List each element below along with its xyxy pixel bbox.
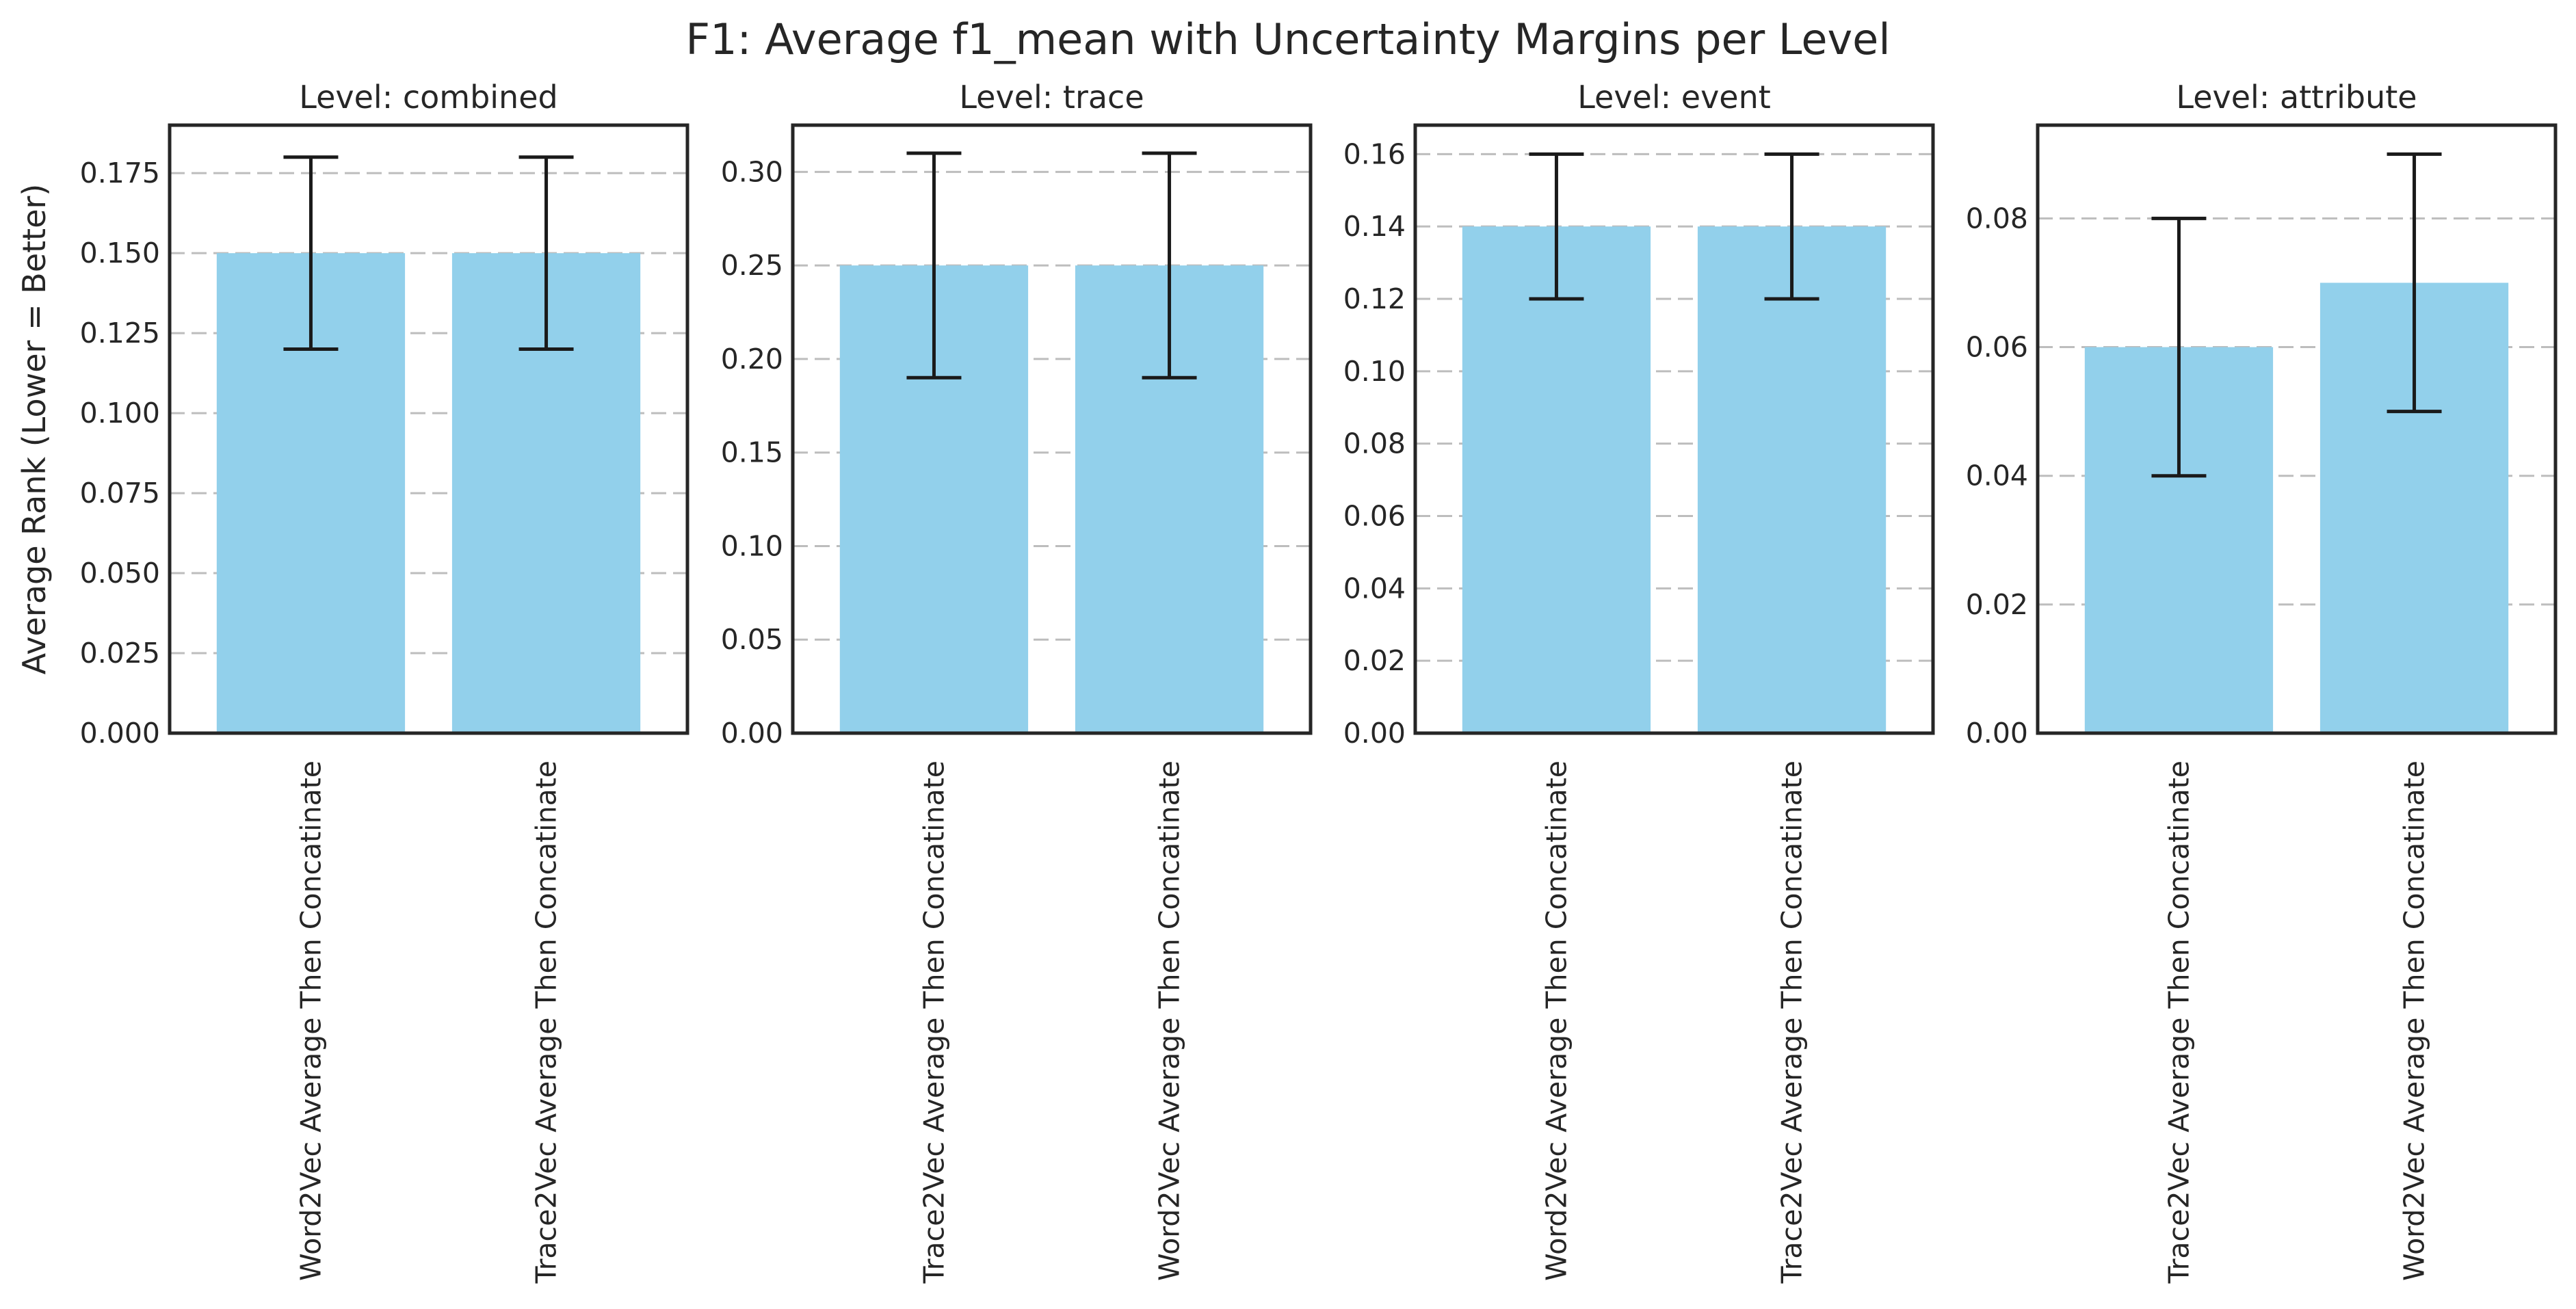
y-tick-label: 0.075 <box>80 477 160 510</box>
y-tick-label: 0.000 <box>80 717 160 750</box>
y-tick-label: 0.00 <box>721 717 783 750</box>
y-tick-label: 0.06 <box>1966 331 2028 364</box>
y-tick-label: 0.150 <box>80 237 160 269</box>
bar <box>1462 226 1651 734</box>
x-tick-label: Word2Vec Average Then Concatinate <box>294 761 327 1281</box>
y-tick-label: 0.050 <box>80 557 160 590</box>
y-tick-label: 0.10 <box>1343 355 1406 388</box>
y-tick-label: 0.04 <box>1966 460 2028 492</box>
y-tick-label: 0.20 <box>721 343 783 375</box>
y-tick-label: 0.100 <box>80 397 160 429</box>
y-tick-label: 0.00 <box>1343 717 1406 750</box>
y-tick-label: 0.05 <box>721 623 783 656</box>
chart-panel-2: Trace2Vec Average Then Concatinate Word2V… <box>721 79 1313 1284</box>
y-tick-label: 0.125 <box>80 317 160 349</box>
y-tick-label: 0.25 <box>721 249 783 282</box>
panel-title: Level: event <box>1577 79 1771 116</box>
x-tick-label: Word2Vec Average Then Concatinate <box>1153 761 1186 1281</box>
y-tick-label: 0.175 <box>80 157 160 189</box>
y-tick-label: 0.02 <box>1966 588 2028 621</box>
y-tick-label: 0.08 <box>1343 427 1406 460</box>
y-tick-label: 0.30 <box>721 155 783 188</box>
chart-panel-4: Trace2Vec Average Then Concatinate Word2V… <box>1966 79 2558 1284</box>
x-tick-label: Trace2Vec Average Then Concatinate <box>530 761 563 1284</box>
x-tick-label: Trace2Vec Average Then Concatinate <box>2162 761 2195 1284</box>
x-tick-label: Word2Vec Average Then Concatinate <box>2398 761 2431 1281</box>
figure-title: F1: Average f1_mean with Uncertainty Mar… <box>685 14 1891 64</box>
y-tick-label: 0.06 <box>1343 500 1406 533</box>
axes-frame <box>1413 123 1935 735</box>
chart-panel-1: Word2Vec Average Then Concatinate Trace2V… <box>16 79 689 1284</box>
y-axis-label: Average Rank (Lower = Better) <box>16 184 53 675</box>
y-tick-label: 0.00 <box>1966 717 2028 750</box>
axes-frame <box>2036 123 2558 735</box>
y-tick-label: 0.15 <box>721 436 783 469</box>
y-tick-label: 0.08 <box>1966 202 2028 235</box>
x-tick-label: Trace2Vec Average Then Concatinate <box>1776 761 1809 1284</box>
y-tick-label: 0.10 <box>721 529 783 562</box>
y-tick-label: 0.025 <box>80 637 160 670</box>
panel-title: Level: trace <box>959 79 1144 116</box>
y-tick-label: 0.12 <box>1343 282 1406 315</box>
y-tick-label: 0.14 <box>1343 210 1406 243</box>
x-tick-label: Word2Vec Average Then Concatinate <box>1540 761 1573 1281</box>
y-tick-label: 0.04 <box>1343 572 1406 605</box>
panel-title: Level: attribute <box>2176 79 2417 116</box>
axes-frame <box>168 123 689 735</box>
y-tick-label: 0.16 <box>1343 137 1406 170</box>
axes-frame <box>791 123 1313 735</box>
chart-panel-3: Word2Vec Average Then Concatinate Trace2V… <box>1343 79 1935 1284</box>
panel-title: Level: combined <box>299 79 557 116</box>
y-tick-label: 0.02 <box>1343 644 1406 677</box>
x-tick-label: Trace2Vec Average Then Concatinate <box>917 761 950 1284</box>
bar <box>1697 226 1887 734</box>
